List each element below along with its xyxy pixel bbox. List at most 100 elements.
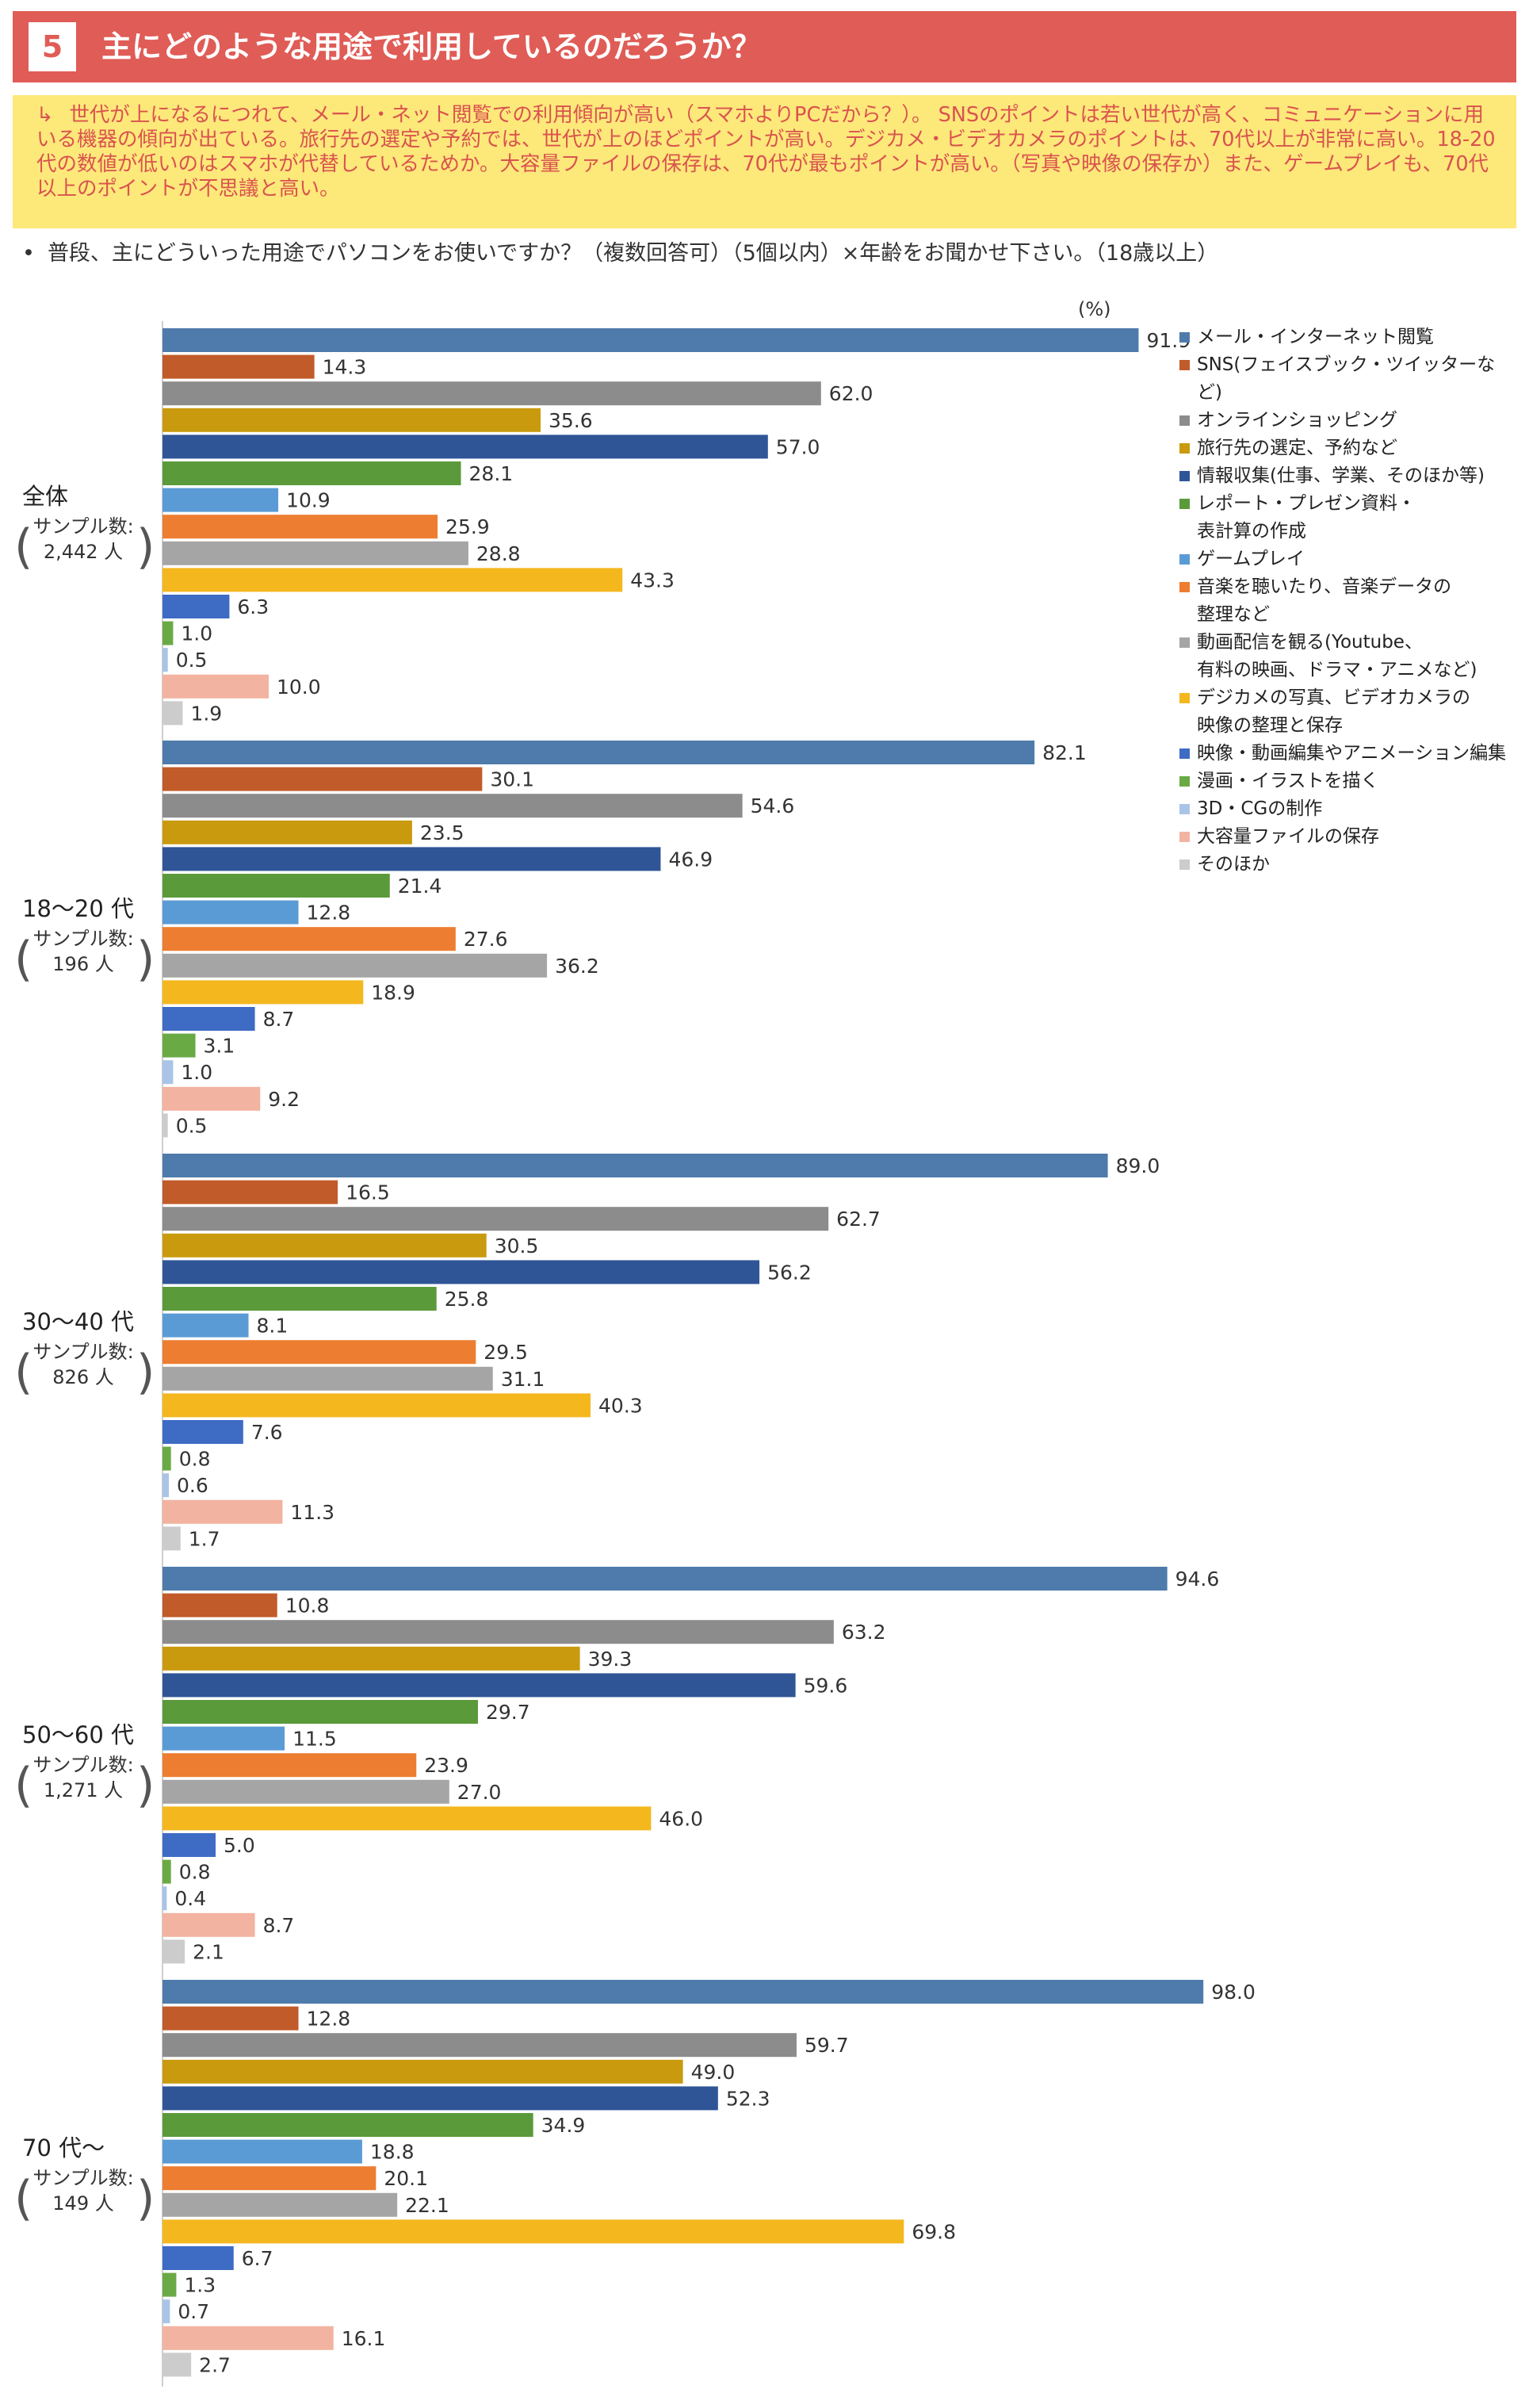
legend-label-7: 音楽を聴いたり、音楽データの 整理など xyxy=(1197,576,1452,625)
legend-item-13: 大容量ファイルの保存 xyxy=(1179,823,1520,851)
data-label-2-5: 25.8 xyxy=(445,1288,489,1311)
bar-1-12 xyxy=(162,1060,174,1085)
legend-label-10: 映像・動画編集やアニメーション編集 xyxy=(1197,743,1507,764)
data-label-3-6: 11.5 xyxy=(292,1728,337,1751)
legend-label-0: メール・インターネット閲覧 xyxy=(1197,327,1434,347)
bar-3-5 xyxy=(162,1700,478,1724)
legend-label-8: 動画配信を観る(Youtube、 有料の映画、ドラマ・アニメなど) xyxy=(1197,632,1477,680)
group-label-2: 30～40 代 xyxy=(22,1308,134,1335)
bar-1-11 xyxy=(162,1033,196,1058)
legend-item-4: 情報収集(仕事、学業、そのほか等) xyxy=(1179,462,1520,490)
chart-legend: メール・インターネット閲覧 SNS(フェイスブック・ツイッターなど) オンラインショ… xyxy=(1179,323,1520,879)
data-label-4-13: 16.1 xyxy=(342,2327,386,2350)
data-label-0-4: 57.0 xyxy=(776,435,820,458)
bar-1-1 xyxy=(162,767,483,791)
return-arrow-icon: ↳ xyxy=(36,103,54,127)
legend-label-1: SNS(フェイスブック・ツイッターなど) xyxy=(1197,354,1496,403)
bar-4-11 xyxy=(162,2272,177,2297)
group-label-1: 18～20 代 xyxy=(22,895,134,922)
legend-item-0: メール・インターネット閲覧 xyxy=(1179,323,1520,351)
summary-box: ↳ 世代が上になるにつれて、メール・ネット閲覧での利用傾向が高い（スマホよりPCだ… xyxy=(13,95,1516,228)
bar-2-8 xyxy=(162,1366,493,1391)
data-label-0-6: 10.9 xyxy=(286,489,331,512)
data-label-4-7: 20.1 xyxy=(384,2167,428,2190)
bar-3-3 xyxy=(162,1646,580,1671)
legend-item-12: 3D・CGの制作 xyxy=(1179,795,1520,823)
bar-2-1 xyxy=(162,1180,338,1204)
bar-4-4 xyxy=(162,2086,718,2111)
bar-3-2 xyxy=(162,1620,834,1644)
bar-3-11 xyxy=(162,1859,171,1884)
legend-swatch-10 xyxy=(1179,748,1190,759)
bar-0-3 xyxy=(162,408,541,432)
legend-swatch-3 xyxy=(1179,443,1190,454)
data-label-4-8: 22.1 xyxy=(405,2194,449,2217)
bar-4-9 xyxy=(162,2219,904,2244)
data-label-2-3: 30.5 xyxy=(495,1235,539,1258)
bar-2-11 xyxy=(162,1446,171,1471)
data-label-2-2: 62.7 xyxy=(836,1208,881,1231)
data-label-3-11: 0.8 xyxy=(179,1861,211,1884)
data-label-3-14: 2.1 xyxy=(193,1940,224,1963)
legend-swatch-14 xyxy=(1179,859,1190,870)
data-label-4-14: 2.7 xyxy=(199,2353,231,2376)
bar-4-5 xyxy=(162,2113,533,2137)
bar-1-13 xyxy=(162,1086,261,1111)
survey-question: • 普段、主にどういった用途でパソコンをお使いですか？（複数回答可）（5個以内）×… xyxy=(22,238,1497,270)
data-label-2-11: 0.8 xyxy=(179,1448,211,1471)
data-label-3-5: 29.7 xyxy=(486,1701,530,1724)
legend-swatch-2 xyxy=(1179,415,1190,426)
bar-0-12 xyxy=(162,648,168,672)
data-label-2-14: 1.7 xyxy=(189,1527,220,1550)
bar-2-9 xyxy=(162,1393,591,1418)
sample-label-3: サンプル数: xyxy=(32,1754,133,1776)
bar-1-7 xyxy=(162,927,456,951)
bar-2-3 xyxy=(162,1233,487,1258)
data-label-1-12: 1.0 xyxy=(181,1061,212,1084)
data-label-1-9: 18.9 xyxy=(371,981,415,1004)
bar-3-12 xyxy=(162,1886,167,1911)
bar-2-13 xyxy=(162,1499,283,1524)
data-label-0-10: 6.3 xyxy=(237,595,269,618)
data-label-4-12: 0.7 xyxy=(178,2300,209,2323)
legend-swatch-11 xyxy=(1179,776,1190,787)
bar-3-6 xyxy=(162,1726,285,1751)
bar-4-7 xyxy=(162,2166,377,2191)
bar-chart: (%)91.914.362.035.657.028.110.925.928.84… xyxy=(14,298,1256,2387)
bar-0-4 xyxy=(162,435,768,459)
bar-3-14 xyxy=(162,1939,185,1964)
data-label-0-9: 43.3 xyxy=(630,569,675,591)
bar-2-6 xyxy=(162,1313,249,1338)
bar-1-6 xyxy=(162,900,299,925)
bar-3-9 xyxy=(162,1806,652,1831)
bar-0-8 xyxy=(162,541,468,565)
data-label-4-10: 6.7 xyxy=(242,2247,273,2270)
data-label-3-10: 5.0 xyxy=(224,1834,255,1857)
data-label-3-0: 94.6 xyxy=(1175,1568,1220,1591)
bar-2-7 xyxy=(162,1340,476,1365)
data-label-4-3: 49.0 xyxy=(691,2061,736,2084)
bar-0-13 xyxy=(162,674,269,699)
data-label-0-2: 62.0 xyxy=(829,382,873,405)
bar-1-8 xyxy=(162,953,548,978)
bar-4-2 xyxy=(162,2033,797,2058)
data-label-0-14: 1.9 xyxy=(190,702,222,725)
legend-item-10: 映像・動画編集やアニメーション編集 xyxy=(1179,740,1520,768)
legend-item-2: オンラインショッピング xyxy=(1179,407,1520,435)
bar-1-9 xyxy=(162,980,364,1005)
data-label-1-0: 82.1 xyxy=(1042,741,1087,764)
bar-1-0 xyxy=(162,741,1035,764)
question-text: 普段、主にどういった用途でパソコンをお使いですか？（複数回答可）（5個以内）×年… xyxy=(47,241,1219,266)
bar-2-4 xyxy=(162,1260,760,1284)
data-label-3-4: 59.6 xyxy=(804,1674,848,1697)
sample-count-1: 196 人 xyxy=(52,953,113,975)
paren-right-icon: ) xyxy=(136,2171,155,2226)
data-label-3-3: 39.3 xyxy=(588,1648,633,1671)
bar-2-5 xyxy=(162,1287,437,1311)
data-label-2-9: 40.3 xyxy=(598,1394,643,1417)
data-label-1-1: 30.1 xyxy=(490,768,534,791)
sample-label-1: サンプル数: xyxy=(32,928,133,950)
sample-label-4: サンプル数: xyxy=(32,2167,133,2189)
legend-swatch-5 xyxy=(1179,499,1190,509)
legend-label-2: オンラインショッピング xyxy=(1197,410,1397,431)
